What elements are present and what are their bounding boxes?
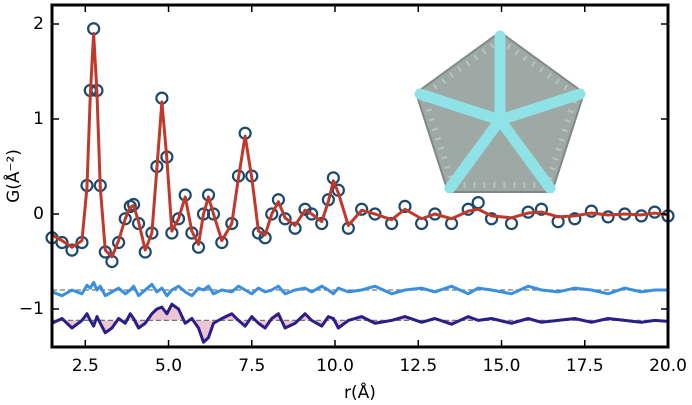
difference-fill [52, 304, 668, 343]
series-line [51, 280, 668, 298]
x-tick-label: 17.5 [566, 356, 604, 376]
data-point [484, 212, 499, 226]
y-axis-label: G(Å⁻²) [2, 149, 24, 203]
y-tick-label: 1 [33, 109, 44, 129]
data-point [368, 207, 382, 221]
data-point [398, 199, 412, 213]
data-point [504, 216, 519, 231]
data-point [118, 212, 132, 226]
y-tick-label: 0 [33, 204, 44, 224]
data-point [584, 204, 599, 218]
data-point [206, 207, 221, 221]
data-point [534, 202, 549, 216]
data-point [305, 207, 319, 221]
data-point [568, 212, 582, 226]
data-point [265, 207, 279, 221]
x-tick-label: 15.0 [483, 356, 521, 376]
axes-frame [50, 3, 670, 349]
data-point [648, 205, 662, 219]
data-point [355, 202, 369, 216]
plot-area [45, 22, 675, 344]
x-tick-label: 20.0 [649, 356, 687, 376]
x-tick-label: 10.0 [316, 356, 354, 376]
nanoparticle-inset [414, 30, 586, 194]
y-tick-label: −1 [19, 299, 44, 319]
series-line [51, 302, 669, 344]
x-tick-label: 5.0 [155, 356, 182, 376]
y-tick-label: 2 [33, 14, 44, 34]
series-line [51, 32, 669, 259]
x-tick-label: 2.5 [72, 356, 99, 376]
x-tick-label: 7.5 [238, 356, 265, 376]
data-point [171, 212, 186, 226]
x-axis-label: r(Å) [344, 381, 376, 403]
data-point [471, 196, 485, 210]
data-point [65, 243, 79, 257]
data-point [601, 210, 615, 224]
data-point [278, 212, 292, 226]
x-tick-label: 12.5 [399, 356, 437, 376]
data-point [428, 207, 442, 221]
